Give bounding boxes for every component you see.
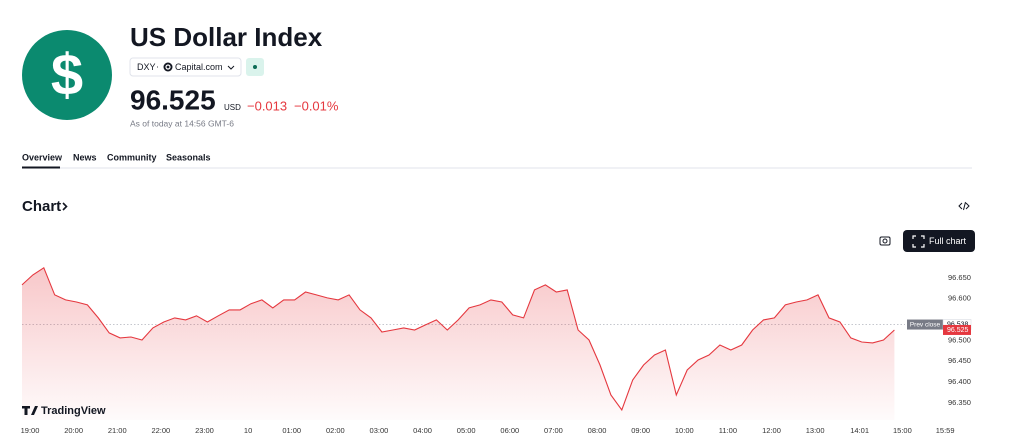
tab[interactable]: Community [107, 152, 157, 162]
y-tick-label: 96.400 [948, 377, 971, 386]
expand-icon [912, 235, 925, 248]
x-tick-label: 22:00 [151, 426, 170, 435]
y-tick-label: 96.650 [948, 273, 971, 282]
x-tick-label: 12:00 [762, 426, 781, 435]
embed-icon[interactable] [958, 201, 970, 211]
last-price: 96.525 [947, 327, 969, 334]
currency: USD [224, 103, 241, 112]
x-tick-label: 01:00 [282, 426, 301, 435]
watermark-logo [22, 406, 38, 415]
snapshot-button[interactable] [873, 231, 897, 251]
full-chart-label: Full chart [929, 236, 967, 246]
change: −0.013 [247, 98, 287, 113]
price-line [21, 266, 895, 412]
status-dot [253, 65, 257, 69]
y-tick-label: 96.600 [948, 294, 971, 303]
x-tick-label: 23:00 [195, 426, 214, 435]
last-price-tag [943, 324, 971, 335]
x-tick-label: 15:00 [893, 426, 912, 435]
x-tick-label: 14:01 [850, 426, 869, 435]
symbol: DXY [137, 62, 156, 72]
exchange-icon-inner [165, 64, 171, 70]
exchange-icon [163, 62, 173, 72]
prev-close-value: 96.538 [947, 321, 969, 328]
x-tick-label: 08:00 [588, 426, 607, 435]
separator: · [156, 61, 159, 71]
logo [22, 30, 112, 120]
tab[interactable]: Overview [22, 152, 63, 162]
y-tick-label: 96.350 [948, 398, 971, 407]
x-tick-label: 15:59 [936, 426, 955, 435]
camera-icon [879, 236, 891, 246]
tab[interactable]: News [73, 152, 97, 162]
exchange: Capital.com [175, 62, 223, 72]
x-tick-label: 06:00 [500, 426, 519, 435]
prev-close-tag [907, 319, 943, 330]
x-tick-label: 21:00 [108, 426, 127, 435]
prev-close-label: Prev close [910, 321, 941, 328]
symbol-chip[interactable] [129, 57, 242, 77]
x-tick-label: 05:00 [457, 426, 476, 435]
x-tick-label: 04:00 [413, 426, 432, 435]
timestamp: As of today at 14:56 GMT-6 [130, 118, 234, 128]
tab[interactable]: Seasonals [166, 152, 211, 162]
title: US Dollar Index [130, 22, 323, 52]
x-tick-label: 03:00 [370, 426, 389, 435]
x-tick-label: 09:00 [631, 426, 650, 435]
y-tick-label: 96.500 [948, 335, 971, 344]
chart: 96.650 96.600 96.500 96.450 96.400 96.350 19:0… [21, 266, 972, 435]
chevron-down [227, 65, 235, 70]
x-tick-label: 02:00 [326, 426, 345, 435]
x-tick-label: 10 [244, 426, 252, 435]
price: 96.525 [130, 84, 216, 115]
x-tick-label: 19:00 [21, 426, 40, 435]
x-tick-label: 13:00 [806, 426, 825, 435]
y-tick-label: 96.450 [948, 356, 971, 365]
section-title[interactable]: Chart [22, 198, 61, 215]
logo-symbol: $ [51, 42, 83, 107]
camera-lens [882, 238, 888, 244]
watermark: TradingView [41, 405, 106, 417]
change-percent: −0.01% [294, 98, 339, 113]
x-tick-label: 11:00 [719, 426, 737, 435]
x-tick-label: 10:00 [675, 426, 694, 435]
area-fill [22, 267, 895, 420]
x-tick-label: 20:00 [64, 426, 83, 435]
section-chevron [62, 202, 68, 211]
x-tick-label: 07:00 [544, 426, 563, 435]
